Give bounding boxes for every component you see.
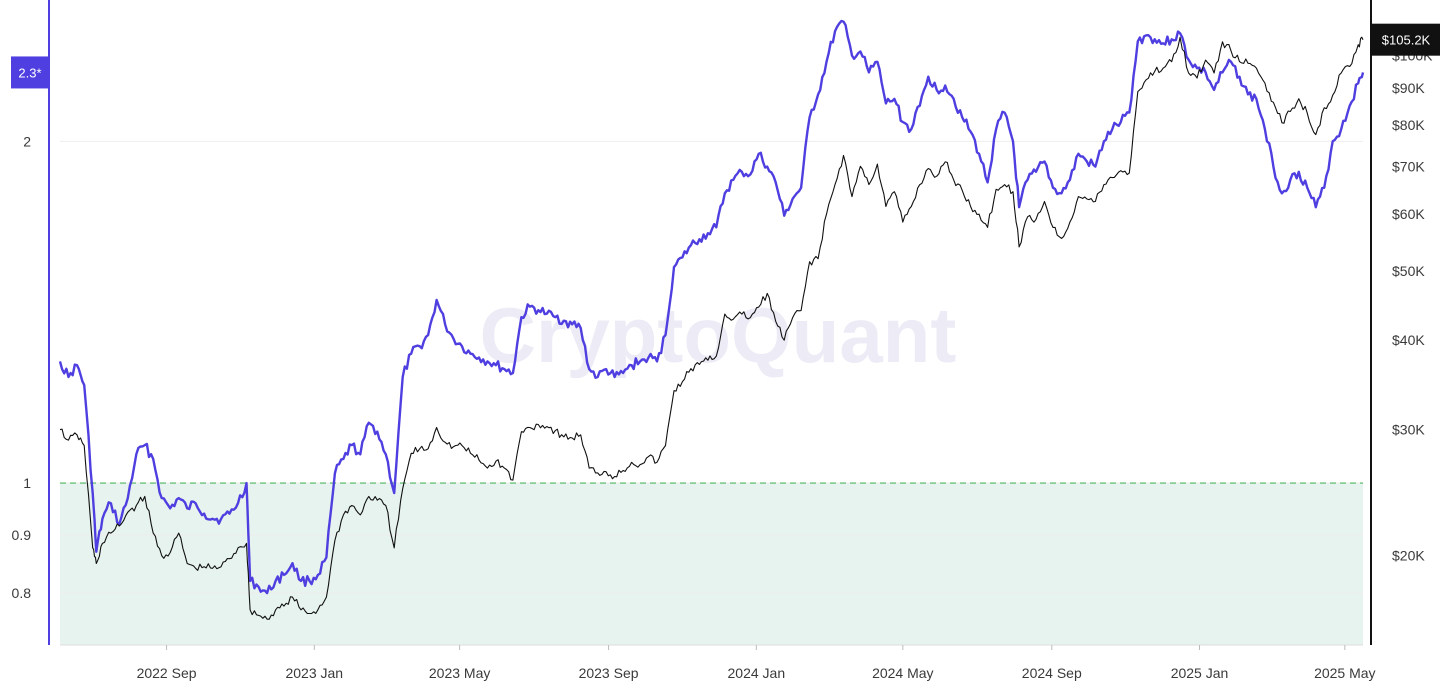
shaded-region-below-1 [60,483,1363,645]
right-last-value-text: $105.2K [1382,33,1431,48]
right-tick-label: $20K [1392,548,1425,564]
x-tick-label: 2023 Jan [285,665,343,681]
right-tick-label: $70K [1392,158,1425,174]
x-tick-label: 2022 Sep [137,665,197,681]
x-tick-label: 2024 Sep [1022,665,1082,681]
right-last-value-tag [1372,23,1440,56]
x-tick-label: 2023 Sep [579,665,639,681]
left-tick-label: 0.8 [12,585,32,601]
left-tick-label: 2 [23,133,31,149]
series-line-left-axis [58,19,1365,595]
right-tick-label: $50K [1392,263,1425,279]
x-tick-label: 2024 May [872,665,933,681]
x-tick-label: 2025 May [1314,665,1375,681]
right-tick-label: $40K [1392,332,1425,348]
left-last-value-tag [11,56,49,89]
left-last-value-text: 2.3* [18,65,41,80]
right-tick-label: $90K [1392,80,1425,96]
x-tick-label: 2025 Jan [1171,665,1229,681]
right-tick-label: $60K [1392,206,1425,222]
x-tick-label: 2024 Jan [728,665,786,681]
left-tick-label: 0.9 [12,527,32,543]
left-tick-label: 1 [23,475,31,491]
series-line-right-axis [59,36,1364,620]
right-tick-label: $80K [1392,117,1425,133]
x-tick-label: 2023 May [429,665,490,681]
right-tick-label: $30K [1392,422,1425,438]
watermark-text: CryptoQuant [480,291,957,379]
